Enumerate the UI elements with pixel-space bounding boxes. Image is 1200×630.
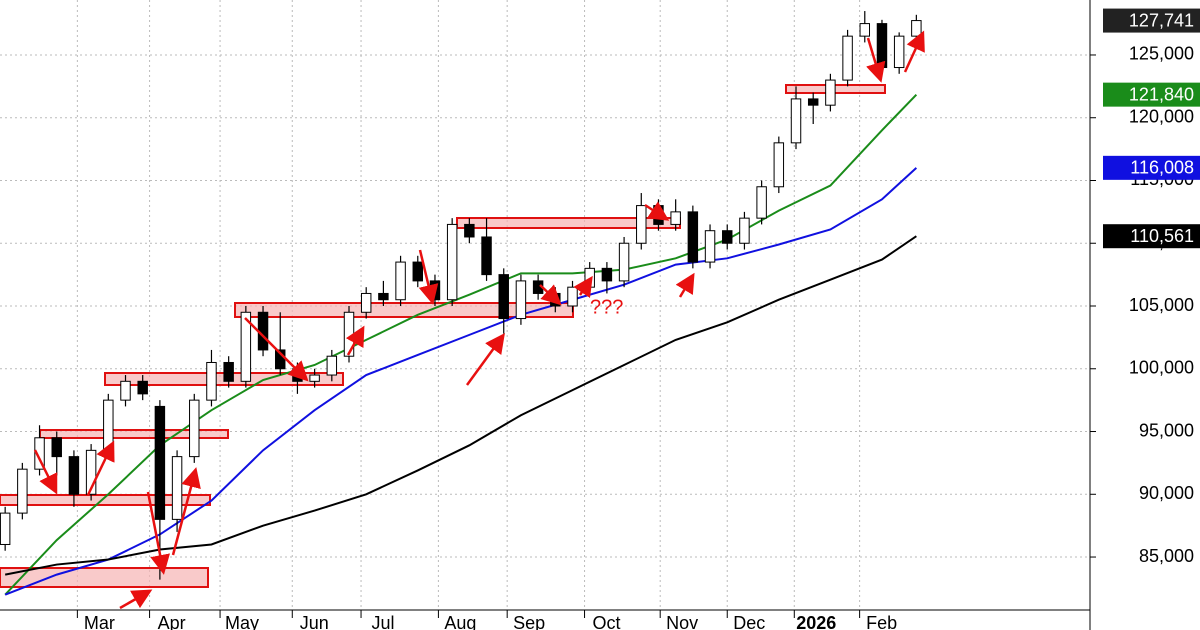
candle-body (773, 142, 785, 188)
candle-body (601, 267, 613, 282)
x-tick-label: Feb (866, 613, 897, 630)
candle-body (704, 230, 716, 263)
y-tick-label: 105,000 (1129, 295, 1194, 315)
annotation: ??? (590, 296, 623, 318)
arrow (903, 30, 925, 73)
candle-body (739, 217, 750, 244)
candle-body (51, 437, 62, 458)
x-tick-label: Dec (733, 613, 765, 630)
candle-body (412, 261, 424, 282)
price-tag-label: 127,741 (1129, 10, 1194, 30)
x-tick-label: Jul (372, 613, 395, 630)
arrow (33, 449, 58, 495)
price-tag-label: 121,840 (1129, 84, 1194, 104)
arrow (418, 249, 439, 305)
candle-body (326, 355, 338, 376)
x-tick-label: 2026 (796, 613, 836, 630)
candle-body (636, 205, 647, 244)
candle-body (137, 380, 148, 395)
price-tag (1103, 155, 1200, 180)
arrow (119, 589, 153, 610)
candle-body (446, 223, 458, 301)
candle-body (85, 449, 97, 495)
x-tick-label: Oct (593, 613, 621, 630)
zones (0, 84, 886, 588)
candle-body (0, 512, 11, 545)
arrow (171, 467, 201, 556)
zone (456, 217, 681, 229)
zone (0, 494, 211, 506)
plot (0, 11, 922, 596)
candle-body (154, 405, 166, 520)
arrow (244, 317, 309, 382)
candle-body (687, 211, 699, 263)
candle-body (567, 286, 578, 307)
x-tick-label: Nov (666, 613, 698, 630)
y-tick-label: 125,000 (1129, 44, 1194, 64)
candle-body (756, 186, 767, 219)
price-tag (1103, 8, 1200, 33)
candle-body (34, 437, 45, 470)
candle-body (120, 380, 131, 401)
candle-body (171, 456, 183, 520)
arrow (573, 275, 593, 299)
candle-body (807, 98, 819, 106)
candle-body (670, 211, 681, 225)
arrow (86, 440, 115, 496)
candle-body (515, 280, 527, 320)
candle-body (790, 98, 802, 144)
moving-average (4, 235, 917, 576)
price-tag-label: 110,561 (1130, 226, 1194, 246)
candle-body (842, 35, 853, 81)
arrow (345, 325, 365, 356)
arrow (675, 272, 695, 298)
y-tick-label: 120,000 (1129, 106, 1194, 126)
candle-body (911, 20, 922, 37)
candle-body (876, 23, 888, 69)
candle-body (859, 23, 871, 37)
candle-body (309, 374, 320, 382)
x-tick-label: Jun (300, 613, 329, 630)
x-tick-label: Mar (84, 613, 115, 630)
y-tick-label: 95,000 (1139, 420, 1194, 440)
x-tick-label: Sep (513, 613, 545, 630)
arrow (539, 284, 562, 306)
price-tag-label: 116,008 (1130, 158, 1194, 178)
y-tick-label: 90,000 (1139, 483, 1194, 503)
arrow (146, 491, 170, 575)
x-tick-label: May (225, 613, 259, 630)
candle-body (189, 399, 200, 458)
candle-body (206, 361, 217, 401)
candle-body (395, 261, 406, 301)
candle-body (498, 274, 509, 320)
candle-body (825, 79, 836, 106)
y-tick-label: 100,000 (1129, 358, 1194, 378)
arrow (465, 332, 505, 386)
arrows (33, 30, 925, 610)
arrow (644, 201, 670, 221)
candle-body (360, 292, 372, 313)
candle-body (722, 230, 733, 244)
y-tick-label: 85,000 (1139, 546, 1194, 566)
arrow (866, 37, 886, 83)
candle-body (618, 242, 630, 282)
zone (39, 429, 229, 439)
x-tick-label: Apr (158, 613, 186, 630)
candle-body (68, 456, 80, 495)
candle-body (464, 223, 475, 238)
candle-body (378, 292, 389, 301)
price-tag (1103, 224, 1200, 249)
candle-body (893, 35, 905, 69)
price-tag (1103, 82, 1200, 107)
candle-body (17, 468, 28, 514)
candle-body (103, 399, 114, 451)
x-tick-label: Aug (444, 613, 476, 630)
candle-body (223, 361, 234, 382)
candle-body (240, 311, 252, 382)
candle-body (481, 236, 492, 276)
